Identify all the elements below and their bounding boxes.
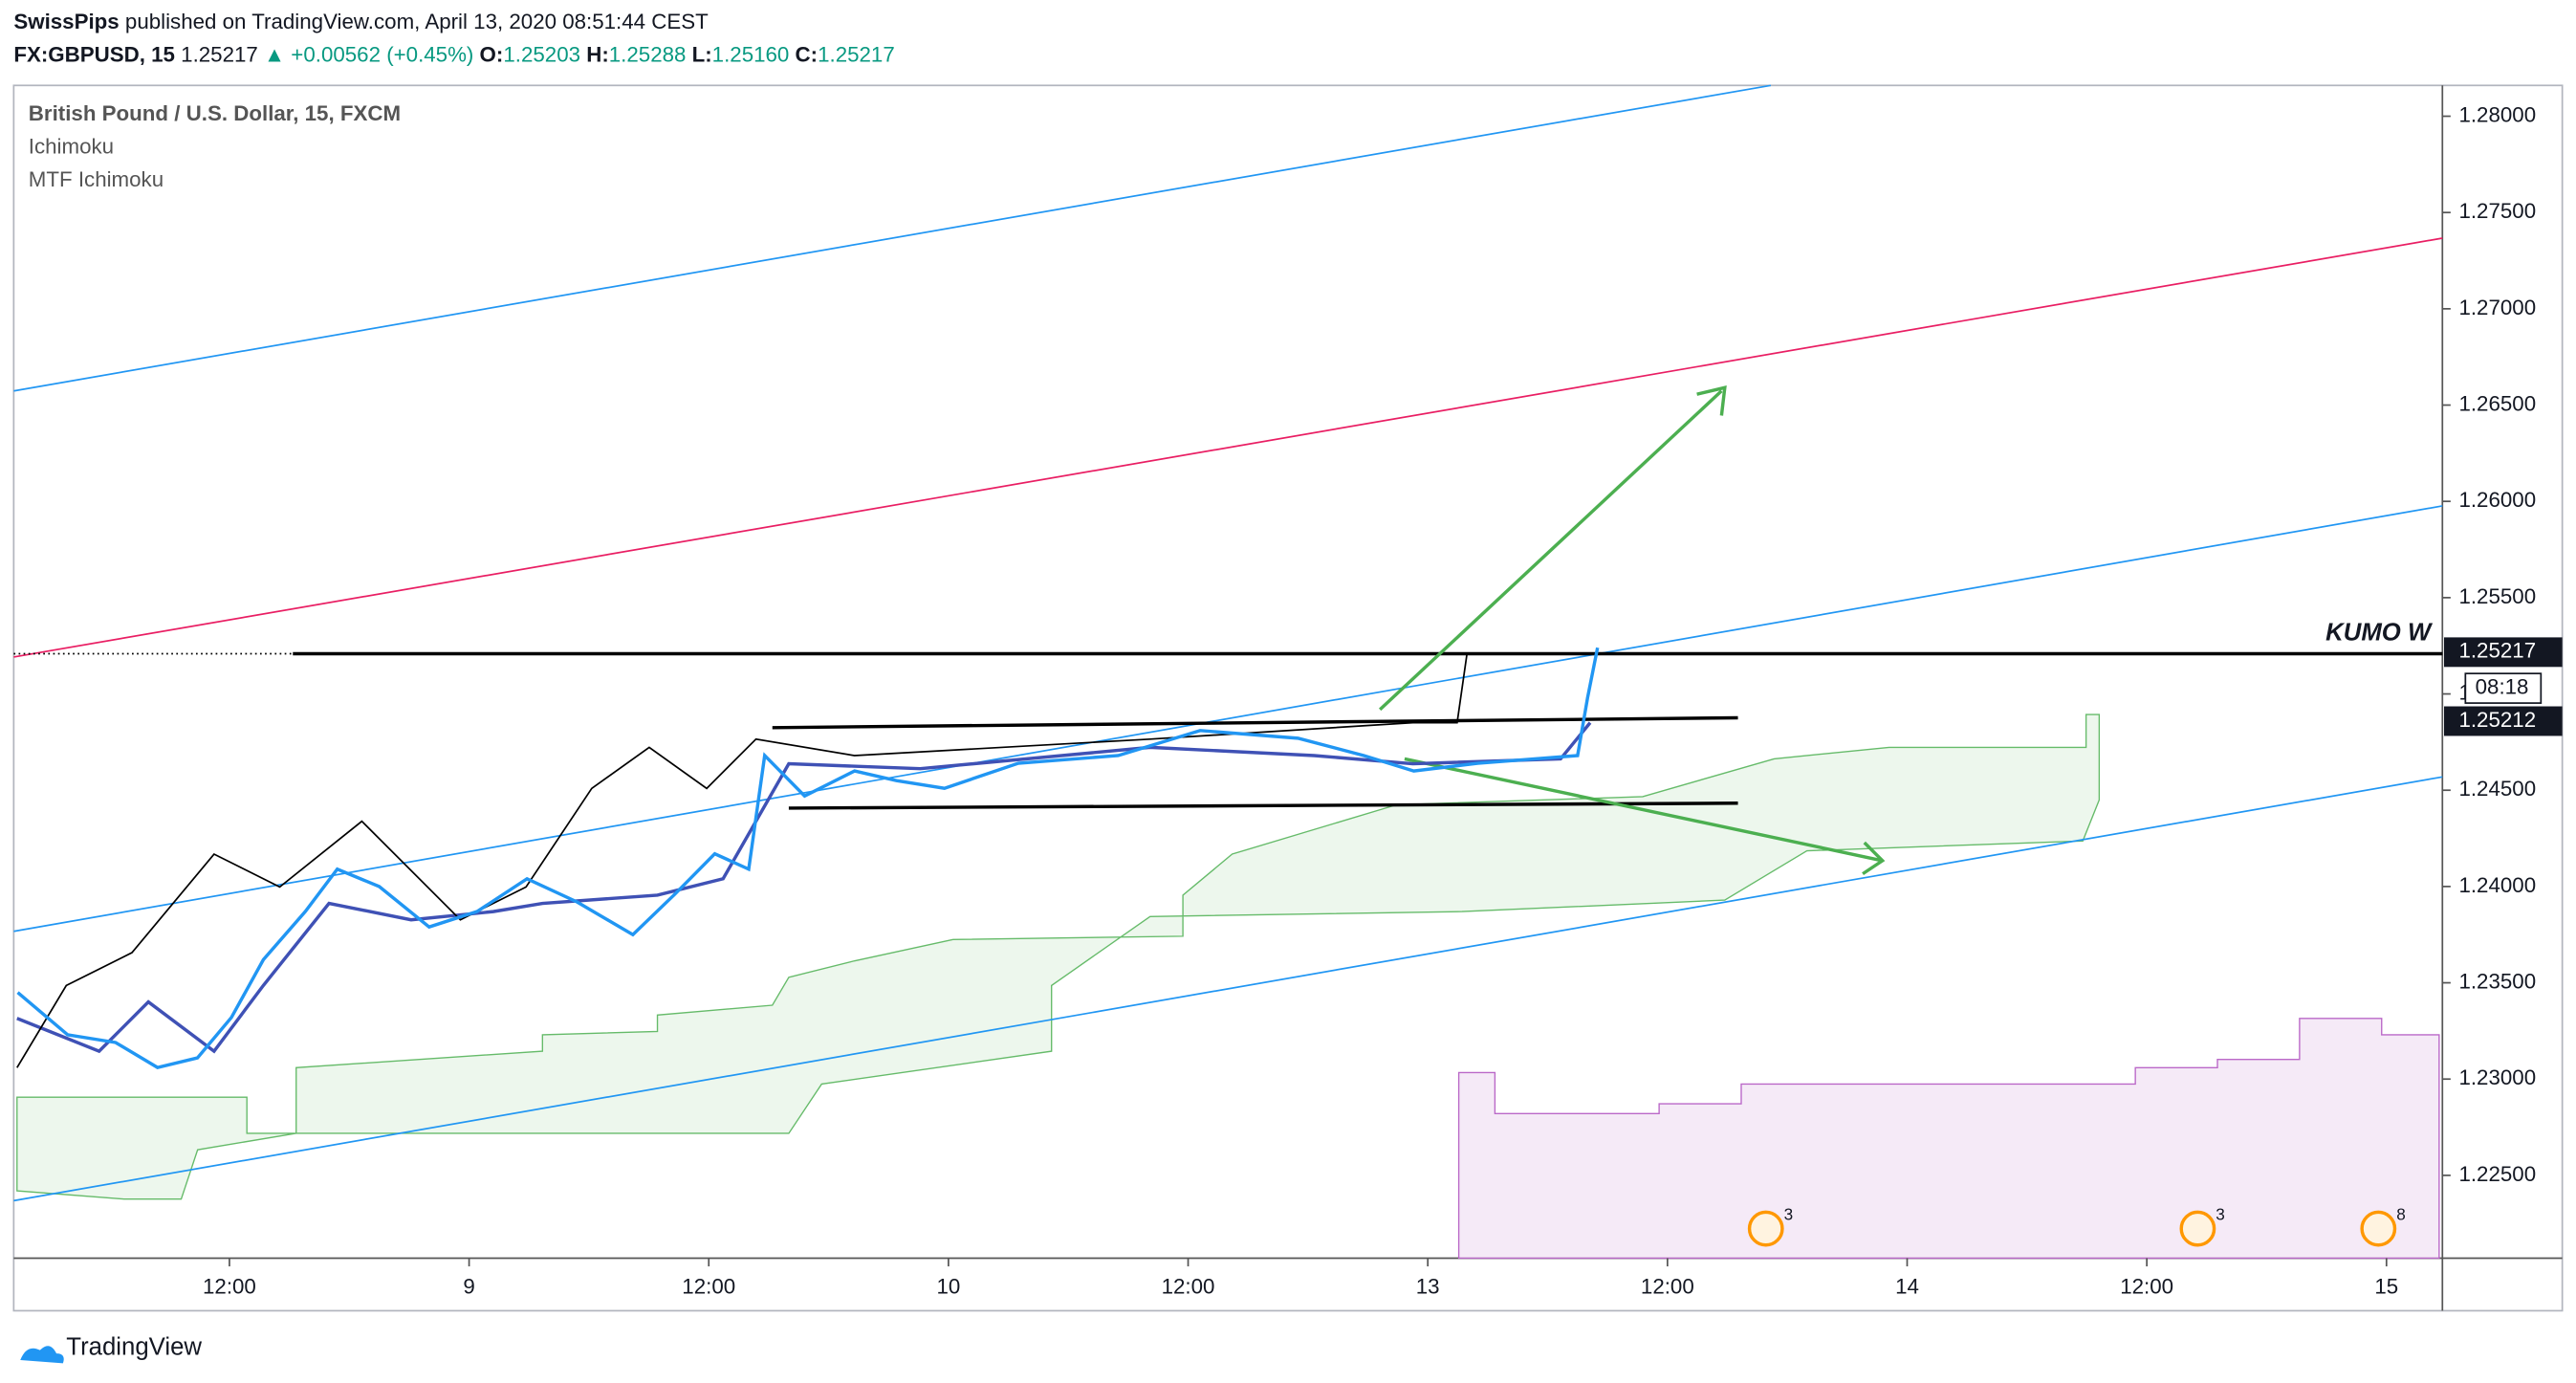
published: published on TradingView.com, April 13, … (125, 10, 709, 33)
last: 1.25217 (181, 42, 258, 66)
y-tick-label: 1.27500 (2458, 199, 2536, 223)
event-count: 8 (2396, 1204, 2406, 1223)
publisher: SwissPips (13, 10, 119, 33)
y-tick-label: 1.27000 (2458, 296, 2536, 319)
y-tick-label: 1.22500 (2458, 1162, 2536, 1186)
second-price-box (2444, 706, 2563, 736)
events: 3 3 8 (1747, 1204, 2406, 1247)
event-count: 3 (1784, 1204, 1794, 1223)
x-tick-label: 12:00 (2120, 1274, 2173, 1298)
open: 1.25203 (503, 42, 580, 66)
x-tick-label: 12:00 (1641, 1274, 1694, 1298)
down-arrow-head (1862, 841, 1886, 876)
footer: TradingView (20, 1334, 202, 1364)
range-top (772, 715, 1738, 730)
indicator: MTF Ichimoku (29, 167, 164, 191)
x-tick-label: 12:00 (1162, 1274, 1215, 1298)
y-tick-label: 1.23500 (2458, 969, 2536, 993)
x-tick-label: 9 (463, 1274, 474, 1298)
up-arrow-head (1696, 385, 1727, 416)
header-line: SwissPips published on TradingView.com, … (13, 10, 709, 33)
y-tick-label: 1.28000 (2458, 102, 2536, 126)
event-icon (1747, 1210, 1784, 1247)
down-arrow (1404, 757, 1884, 863)
last-price-label: 1.25217 (2458, 639, 2536, 663)
brand: TradingView (66, 1334, 202, 1361)
y-tick-label: 1.26000 (2458, 488, 2536, 512)
channel-mid (13, 237, 2443, 658)
low-label: L: (692, 42, 712, 66)
frame (12, 84, 2564, 1312)
range-bottom (788, 801, 1738, 810)
second-price-label: 1.25212 (2458, 708, 2536, 732)
change: ▲ +0.00562 (+0.45%) (264, 42, 473, 66)
event-count: 3 (2216, 1204, 2225, 1223)
annotation: KUMO W (2325, 620, 2434, 647)
x-tick-label: 12:00 (682, 1274, 735, 1298)
x-tick-label: 13 (1416, 1274, 1440, 1298)
high-label: H: (586, 42, 609, 66)
x-tick-label: 10 (936, 1274, 960, 1298)
last-price-box (2444, 637, 2563, 668)
pink-cloud (1457, 1018, 2440, 1260)
y-tick-label: 1.24500 (2458, 777, 2536, 801)
event-icon (2179, 1210, 2216, 1247)
close: 1.25217 (818, 42, 895, 66)
high: 1.25288 (609, 42, 687, 66)
channel-top (13, 84, 1772, 392)
y-tick-label: 1.24000 (2458, 873, 2536, 897)
low: 1.25160 (712, 42, 790, 66)
plot (16, 647, 1600, 1069)
drawings (13, 84, 2443, 1260)
green-cloud (16, 713, 2101, 1200)
symbol-line: FX:GBPUSD, 15 1.25217 ▲ +0.00562 (+0.45%… (13, 42, 894, 66)
channel-lower (13, 505, 2443, 933)
y-tick-label: 1.25500 (2458, 584, 2536, 608)
close-label: C: (796, 42, 819, 66)
chart-title: British Pound / U.S. Dollar, 15, FXCM (29, 101, 401, 125)
indicator: Ichimoku (29, 134, 114, 158)
y-tick-label: 1.23000 (2458, 1065, 2536, 1089)
symbol: FX:GBPUSD, 15 (13, 42, 175, 66)
countdown-box (2464, 672, 2543, 704)
price-line (16, 647, 1600, 1069)
x-tick-label: 14 (1895, 1274, 1919, 1298)
brand-logo (20, 1346, 64, 1364)
kijun-line (16, 721, 1592, 1054)
y-tick-label: 1.26500 (2458, 391, 2536, 415)
channel-bottom (13, 776, 2443, 1202)
x-tick-label: 15 (2374, 1274, 2398, 1298)
up-arrow (1378, 389, 1723, 712)
x-tick-label: 12:00 (203, 1274, 256, 1298)
event-icon (2360, 1210, 2397, 1247)
countdown: 08:18 (2476, 675, 2529, 699)
open-label: O: (480, 42, 504, 66)
